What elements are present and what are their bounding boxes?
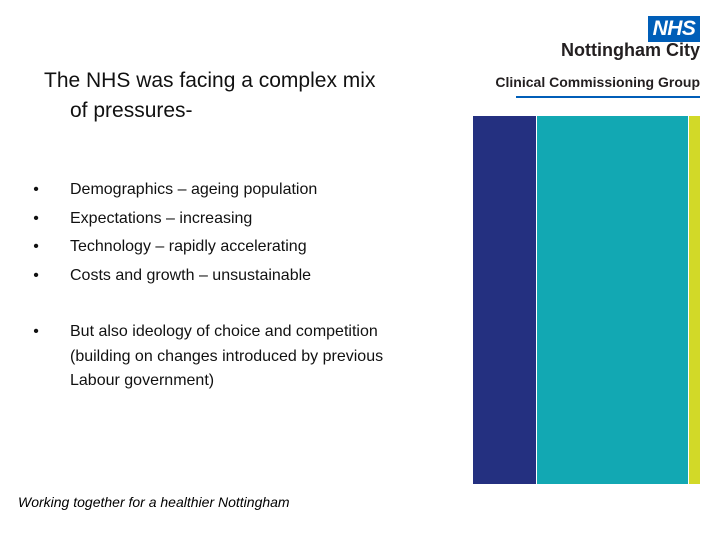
lime-color-bar bbox=[689, 116, 700, 484]
title-line-1: The NHS was facing a complex mix bbox=[44, 69, 376, 92]
list-item-text: Technology – rapidly accelerating bbox=[70, 238, 307, 255]
list-item: • Expectations – increasing bbox=[30, 205, 450, 234]
logo-divider bbox=[516, 96, 700, 98]
navy-color-bar bbox=[473, 116, 536, 484]
ideology-list: • But also ideology of choice and compet… bbox=[30, 320, 450, 394]
nhs-logo: NHS bbox=[648, 16, 700, 42]
ideology-line-3: Labour government) bbox=[70, 372, 215, 389]
list-item-text: Costs and growth – unsustainable bbox=[70, 266, 312, 284]
title-line-2: of pressures- bbox=[70, 99, 193, 122]
ideology-line-1: But also ideology of choice and competit… bbox=[70, 323, 378, 340]
footer-tagline: Working together for a healthier Notting… bbox=[18, 494, 290, 510]
pressures-list: • Demographics – ageing population • Exp… bbox=[30, 176, 450, 290]
org-name: Nottingham City bbox=[561, 40, 700, 60]
list-item: • Costs and growth – unsustainable bbox=[30, 262, 450, 291]
teal-color-bar bbox=[537, 116, 688, 484]
slide-title: The NHS was facing a complex mix of pres… bbox=[44, 66, 464, 126]
list-item: • But also ideology of choice and compet… bbox=[30, 320, 450, 394]
bullet-icon: • bbox=[33, 181, 39, 198]
org-subtitle: Clinical Commissioning Group bbox=[495, 74, 700, 90]
list-item: • Technology – rapidly accelerating bbox=[30, 233, 450, 262]
bullet-icon: • bbox=[33, 209, 39, 227]
list-item-text: Demographics – ageing population bbox=[70, 181, 318, 198]
ideology-line-2: (building on changes introduced by previ… bbox=[70, 347, 384, 365]
bullet-icon: • bbox=[33, 266, 39, 284]
list-item-text: Expectations – increasing bbox=[70, 209, 253, 227]
bullet-icon: • bbox=[33, 323, 39, 340]
bullet-icon: • bbox=[33, 238, 39, 255]
list-item: • Demographics – ageing population bbox=[30, 176, 450, 205]
